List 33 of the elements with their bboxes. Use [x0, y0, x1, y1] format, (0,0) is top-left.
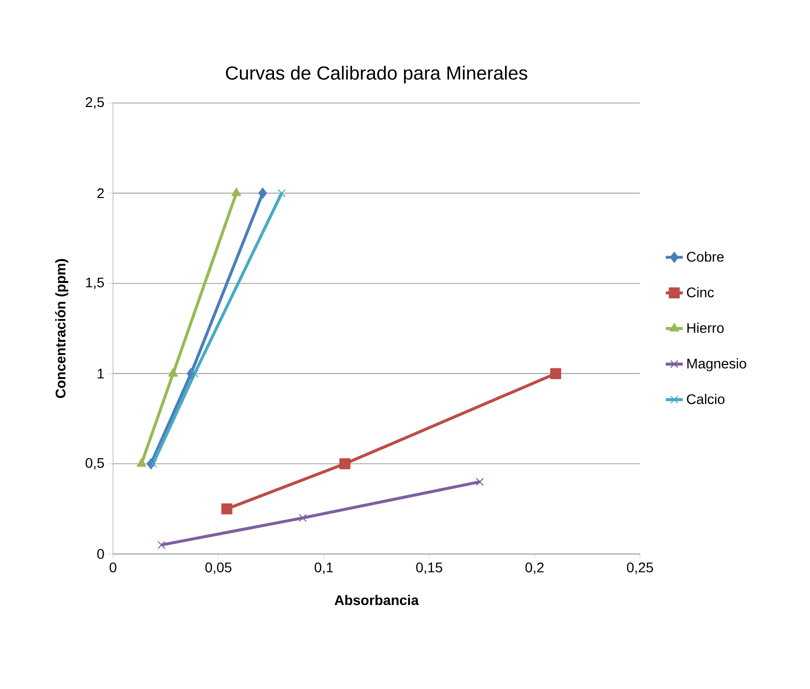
x-axis-title: Absorbancia — [334, 594, 419, 606]
legend-label: Calcio — [686, 394, 724, 404]
legend-label: Cinc — [686, 287, 714, 298]
point — [258, 188, 267, 199]
point — [550, 368, 562, 380]
y-tick-label: 1,5 — [86, 278, 104, 290]
x-tick-label: 0,05 — [205, 562, 232, 574]
point — [278, 189, 286, 198]
y-tick-label: 1 — [98, 368, 104, 378]
chart-title: Curvas de Calibrado para Minerales — [226, 66, 528, 84]
x-tick-label: 0,15 — [416, 562, 442, 574]
point — [149, 460, 158, 468]
y-tick-label: 0 — [97, 549, 104, 559]
x-tick-label: 0,1 — [314, 562, 333, 574]
legend-label: Cobre — [686, 252, 724, 262]
point — [231, 188, 242, 196]
point — [168, 368, 178, 377]
point — [298, 514, 307, 522]
legend-label: Hierro — [687, 322, 724, 333]
x-tick-label: 0,2 — [525, 562, 544, 574]
point — [339, 458, 350, 470]
point — [136, 458, 146, 467]
y-tick-label: 2 — [97, 188, 104, 198]
x-tick-label: 0 — [110, 562, 116, 572]
y-axis-title: Concentración (ppm) — [55, 259, 68, 398]
legend-label: Magnesio — [687, 358, 746, 372]
point — [190, 370, 199, 378]
x-tick-label: 0,25 — [626, 562, 653, 574]
point — [157, 540, 166, 549]
y-tick-label: 0,5 — [86, 458, 104, 470]
y-tick-label: 2,5 — [86, 97, 104, 109]
point — [221, 503, 232, 514]
point — [476, 478, 484, 486]
